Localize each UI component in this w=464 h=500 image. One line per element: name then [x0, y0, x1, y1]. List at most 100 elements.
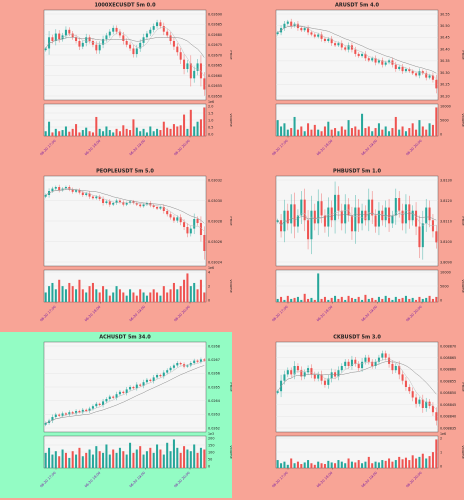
chart-panel-2: ARUSDT 5m 4.0 30.55 30.50 30.45 30.40 30.35 30… [232, 0, 464, 166]
volume-bar [95, 289, 98, 302]
volume-bar [186, 128, 189, 136]
volume-tick-label: 2.0 [208, 104, 213, 108]
candle-body [98, 403, 101, 405]
candle-body [367, 357, 370, 362]
price-tick-label: 30.30 [440, 71, 450, 75]
price-tick-label: 0.008840 [440, 415, 456, 419]
candle-body [78, 190, 81, 193]
candle-body [108, 201, 111, 205]
volume-bar [85, 452, 88, 468]
candle-body [68, 29, 71, 34]
candle-body [371, 58, 374, 61]
volume-axis-label: Volume [229, 279, 232, 293]
candle-body [122, 391, 125, 393]
volume-bar [384, 295, 387, 302]
volume-bar [189, 286, 192, 302]
volume-bar [85, 292, 88, 302]
x-tick-label: 06-20 17:00 [39, 305, 56, 322]
candle-body [51, 188, 54, 191]
volume-bar [139, 131, 142, 136]
price-tick-label: 30.25 [440, 83, 450, 87]
volume-bar [374, 299, 377, 302]
volume-bar [64, 452, 67, 468]
price-tick-label: 0.02660 [208, 74, 222, 78]
volume-bar [388, 458, 391, 468]
candle-body [401, 66, 404, 72]
volume-bar [125, 454, 128, 468]
candle-body [81, 42, 84, 47]
volume-exponent: 1e6 [208, 266, 214, 270]
price-tick-label: 0.02650 [208, 94, 222, 98]
candle-body [421, 223, 424, 248]
x-tick-label: 06-20 17:00 [39, 471, 56, 488]
candle-body [303, 199, 306, 221]
candle-body [64, 413, 67, 415]
price-tick-label: 3.8110 [440, 219, 452, 223]
volume-bar [327, 121, 330, 136]
volume-bar [71, 128, 74, 136]
volume-bar [152, 452, 155, 468]
x-tick-label: 06-20 18:00 [84, 305, 101, 322]
volume-bar [186, 449, 189, 468]
price-axis-label: Price [461, 216, 464, 226]
volume-bar [105, 289, 108, 302]
x-tick-label: 06-20 20:00 [405, 305, 422, 322]
candle-body [85, 37, 88, 43]
chart-panel-5: ACHUSDT 5m 34.0 0.0268 0.0267 0.0266 0.0265 0… [0, 332, 232, 498]
volume-bar [381, 298, 384, 302]
volume-bar [307, 460, 310, 468]
candle-body [401, 210, 404, 224]
candle-body [283, 23, 286, 29]
volume-bar [68, 282, 71, 302]
volume-bar [129, 442, 132, 468]
candle-body [354, 49, 357, 54]
volume-bar [145, 132, 148, 136]
volume-bar [176, 289, 179, 302]
volume-bar [54, 128, 57, 136]
candle-body [408, 204, 411, 221]
candle-body [129, 387, 132, 390]
volume-bar [102, 452, 105, 468]
volume-bar [276, 120, 279, 136]
volume-bar [152, 131, 155, 136]
volume-bar [75, 454, 78, 468]
volume-bar [196, 289, 199, 302]
candle-body [276, 32, 279, 35]
volume-tick-label: 50 [208, 457, 212, 461]
candle-body [337, 370, 340, 377]
volume-bar [75, 289, 78, 302]
volume-bar [421, 126, 424, 136]
volume-bar [421, 453, 424, 468]
chart-svg: ACHUSDT 5m 34.0 0.0268 0.0267 0.0266 0.0265 0… [39, 335, 232, 489]
candle-body [179, 52, 182, 60]
volume-bar [334, 295, 337, 302]
candle-body [162, 26, 165, 32]
candle-body [425, 207, 428, 224]
volume-bar [290, 128, 293, 136]
candle-body [337, 43, 340, 46]
volume-bar [286, 295, 289, 302]
candle-body [388, 60, 391, 63]
volume-bar [203, 292, 206, 302]
candle-body [169, 35, 172, 41]
volume-bar [169, 289, 172, 302]
moving-average-short [45, 26, 205, 77]
volume-axis-label: Volume [229, 445, 232, 459]
candle-body [317, 34, 320, 37]
volume-bar [317, 461, 320, 468]
chart-svg: CKBUSDT 5m 3.0 0.008870 0.008865 0.008860 0.… [271, 335, 464, 489]
volume-bar [203, 449, 206, 468]
volume-bar [323, 296, 326, 302]
volume-bar [48, 121, 51, 136]
moving-average-short [277, 358, 437, 410]
candle-body [81, 409, 84, 413]
volume-bar [415, 458, 418, 468]
candle-body [361, 53, 364, 57]
volume-bar [135, 295, 138, 302]
volume-bar [367, 126, 370, 136]
volume-bar [408, 128, 411, 136]
x-tick-label: 06-20 19:00 [129, 139, 146, 156]
candle-body [296, 366, 299, 371]
volume-bar [166, 292, 169, 302]
volume-bar [125, 295, 128, 302]
